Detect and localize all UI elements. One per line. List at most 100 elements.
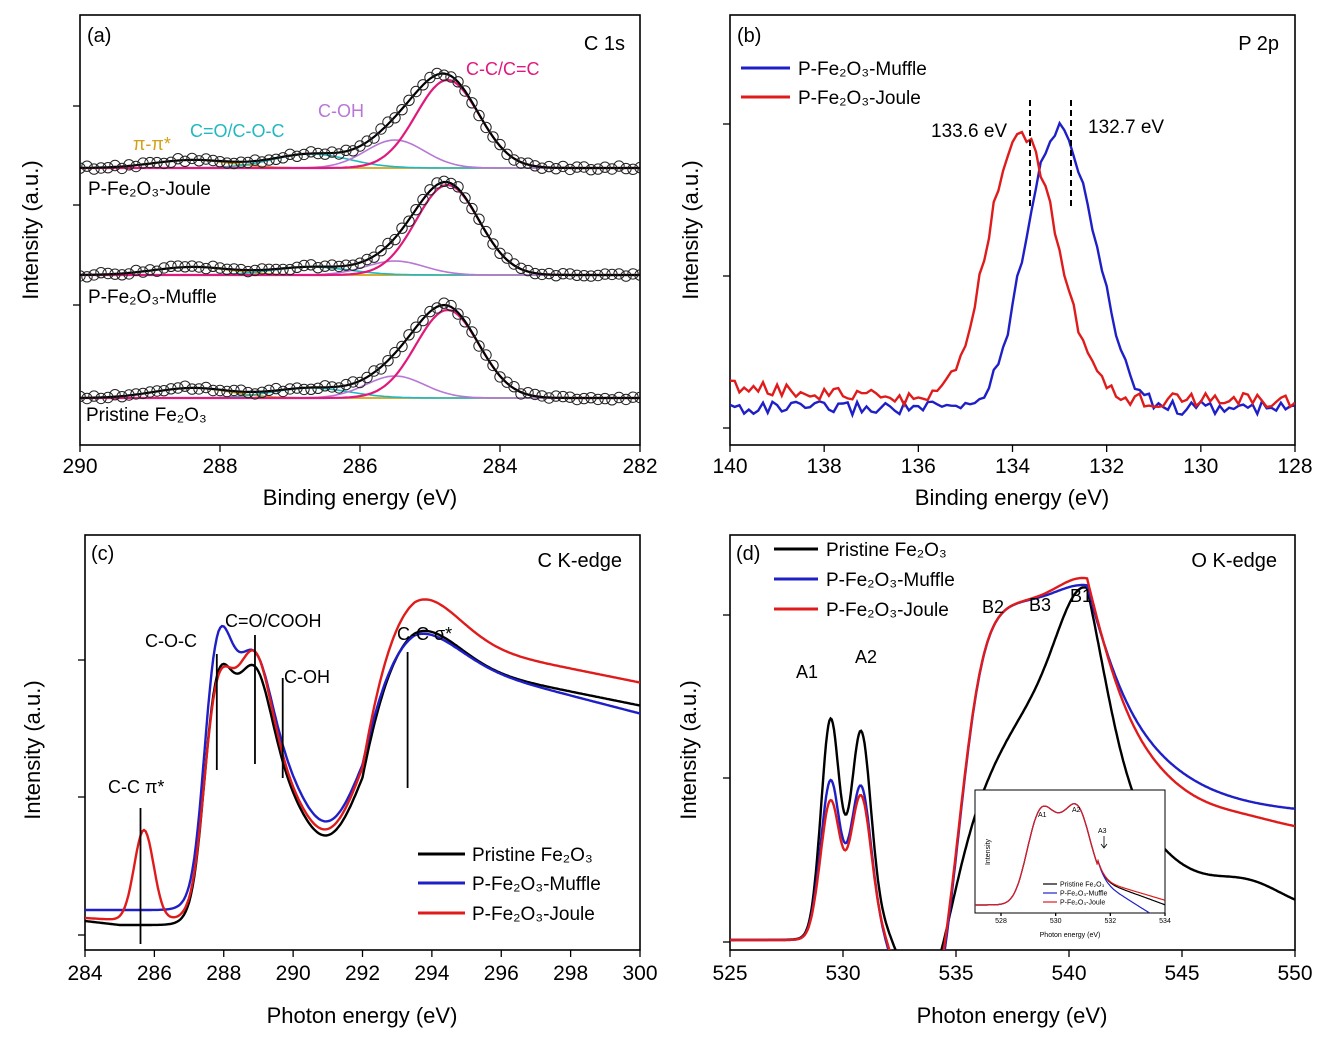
- data-point-joule: [221, 157, 233, 169]
- data-point-muffle: [109, 268, 121, 280]
- data-point-pristine: [389, 346, 401, 359]
- data-point-muffle: [634, 269, 640, 281]
- data-point-joule: [592, 163, 604, 175]
- panel-c-x-tick-label-286: 286: [137, 962, 172, 985]
- data-point-joule: [214, 156, 226, 168]
- data-point-muffle: [277, 263, 289, 276]
- data-point-muffle: [375, 245, 387, 257]
- data-point-pristine: [151, 385, 163, 397]
- panel-b-label: (b): [737, 25, 761, 47]
- data-point-muffle: [186, 260, 198, 272]
- series-joule-c: [85, 598, 640, 921]
- data-point-muffle: [522, 264, 534, 277]
- stack-label-pristine: Pristine Fe₂O₃: [86, 405, 207, 426]
- data-point-muffle: [95, 267, 107, 279]
- panel-b-x-tick-label-140: 140: [712, 455, 747, 478]
- data-point-muffle: [263, 263, 275, 275]
- data-point-muffle: [473, 213, 485, 225]
- data-point-pristine: [207, 384, 219, 397]
- data-point-muffle: [361, 253, 373, 266]
- data-point-joule: [109, 159, 121, 172]
- data-point-joule: [80, 162, 86, 174]
- data-point-muffle: [431, 177, 443, 189]
- annotation-cc-pi: C-C π*: [108, 777, 164, 797]
- data-point-pristine: [137, 387, 149, 400]
- data-point-pristine: [95, 392, 107, 405]
- data-point-pristine: [165, 383, 177, 395]
- data-point-pristine: [620, 393, 632, 406]
- data-point-joule: [627, 163, 639, 176]
- data-point-pristine: [550, 390, 562, 402]
- data-point-joule: [571, 161, 583, 173]
- data-point-joule: [326, 146, 338, 158]
- data-point-pristine: [172, 382, 184, 394]
- data-point-pristine: [529, 388, 541, 401]
- panel-d-x-tick-label-530: 530: [825, 962, 860, 985]
- panel-c-y-ticks: [78, 659, 85, 936]
- panel-d-x-tick-label-525: 525: [712, 962, 747, 985]
- data-point-muffle: [340, 259, 352, 271]
- data-point-muffle: [80, 270, 86, 282]
- data-point-pristine: [382, 355, 394, 367]
- data-point-joule: [529, 160, 541, 172]
- panel-b-x-ticks: 140 138 136 134 132 130 128: [712, 445, 1313, 478]
- data-point-muffle: [172, 260, 184, 272]
- inset-legend-pristine: Pristine Fe₂O₃: [1060, 882, 1105, 889]
- data-point-joule: [333, 148, 345, 160]
- panel-a-y-ticks: [73, 105, 80, 306]
- data-point-muffle: [536, 268, 548, 281]
- panel-c-x-tick-label-284: 284: [67, 962, 102, 985]
- panel-a-x-tick-label-286: 286: [342, 455, 377, 478]
- panel-d: 525 530 535 540 545 550 (d) O K-edge Pristine…: [676, 534, 1313, 1028]
- data-point-joule: [137, 157, 149, 169]
- data-point-pristine: [242, 386, 254, 399]
- panel-b-x-tick-label-132: 132: [1089, 455, 1124, 478]
- data-point-pristine: [277, 385, 289, 398]
- data-point-muffle: [179, 261, 191, 273]
- inset-annotation-a1: A1: [1038, 812, 1047, 819]
- legend-label-pristine-d: Pristine Fe₂O₃: [826, 540, 947, 561]
- data-point-pristine: [403, 329, 415, 341]
- data-point-muffle: [599, 268, 611, 280]
- panel-c: 284 286 288 290 292 294 296 298 300 (c) C K-edge…: [20, 534, 658, 1028]
- data-point-joule: [361, 135, 373, 147]
- data-point-joule: [557, 160, 569, 173]
- data-point-joule: [340, 144, 352, 157]
- data-point-muffle: [452, 181, 464, 193]
- data-point-muffle: [480, 225, 492, 238]
- data-point-muffle: [326, 259, 338, 271]
- data-point-muffle: [445, 177, 457, 190]
- data-point-joule: [249, 154, 261, 166]
- panel-c-x-tick-label-288: 288: [206, 962, 241, 985]
- data-point-muffle: [228, 263, 240, 275]
- data-point-joule: [172, 153, 184, 165]
- peak-label-co-coc: C=O/C-O-C: [190, 121, 285, 141]
- data-point-muffle: [508, 258, 520, 270]
- data-point-pristine: [179, 380, 191, 392]
- panel-b-title: P 2p: [1238, 33, 1279, 55]
- data-point-muffle: [319, 260, 331, 272]
- data-point-joule: [200, 153, 212, 165]
- data-point-pristine: [102, 391, 114, 404]
- data-point-pristine: [186, 383, 198, 395]
- inset-legend-muffle: P-Fe₂O₃-Muffle: [1060, 891, 1108, 898]
- data-point-muffle: [347, 259, 359, 271]
- data-point-joule: [95, 162, 107, 174]
- series-joule-d: [730, 576, 1295, 950]
- data-point-muffle: [221, 263, 233, 275]
- data-point-muffle: [564, 268, 576, 280]
- inset-legend-joule: P-Fe₂O₃-Joule: [1060, 900, 1105, 907]
- data-point-joule: [305, 146, 317, 158]
- data-point-muffle: [249, 264, 261, 277]
- data-point-joule: [508, 154, 520, 166]
- data-point-pristine: [466, 326, 478, 338]
- panel-d-plot-area: [730, 576, 1295, 950]
- panel-c-y-title: Intensity (a.u.): [20, 680, 45, 819]
- data-point-muffle: [543, 267, 555, 280]
- data-point-muffle: [417, 193, 429, 206]
- data-point-muffle: [410, 204, 422, 216]
- data-point-joule: [431, 67, 443, 80]
- stack-label-joule: P-Fe₂O₃-Joule: [88, 179, 211, 200]
- data-point-muffle: [466, 202, 478, 215]
